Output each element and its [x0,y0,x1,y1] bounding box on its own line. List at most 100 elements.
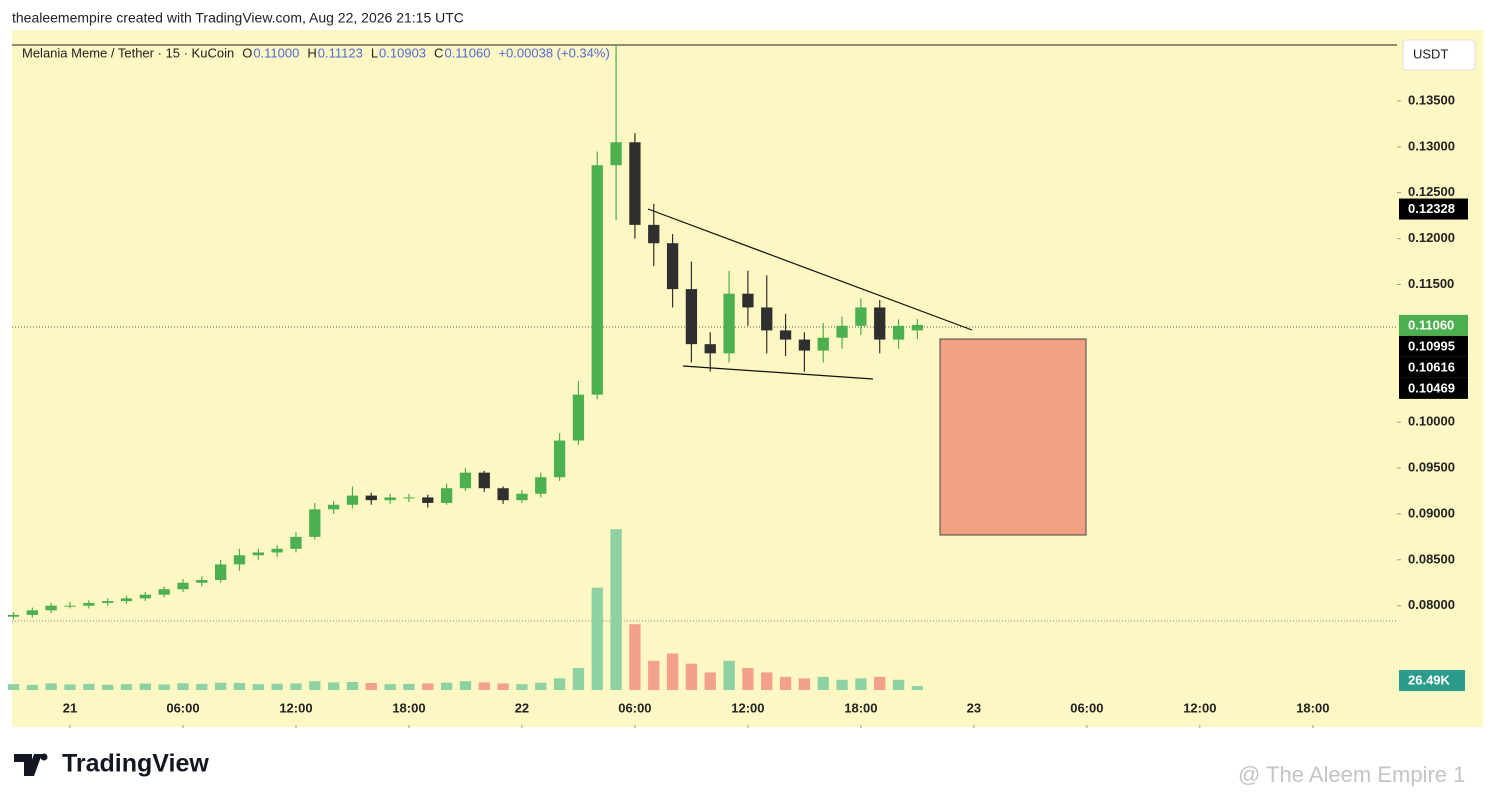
volume-bar [233,682,246,690]
volume-bar [83,683,95,690]
y-tick-label: 0.09000 [1408,505,1455,520]
volume-bar [836,679,848,690]
candle-layer [7,45,924,620]
candle-body [83,602,95,606]
ohlc-value: 0.10903 [379,45,426,60]
price-label-box [1399,377,1468,399]
candle-body [271,548,283,553]
volume-bar [64,684,76,690]
watermark: @ The Aleem Empire 1 [1238,762,1465,787]
x-tick-label: 18:00 [1296,700,1329,715]
logo-icon [14,754,42,776]
candle-body [779,330,792,340]
volume-bar [516,684,528,690]
candle-body [892,325,905,340]
volume-bar [45,683,57,690]
candle-body [836,325,848,338]
volume-bar [685,663,698,690]
x-tick-label: 18:00 [392,700,425,715]
candle-body [629,142,641,225]
x-tick-label: 06:00 [618,700,651,715]
volume-bar [120,684,133,690]
volume-layer [7,529,924,690]
volume-bar [196,683,208,690]
candle-body [874,307,886,340]
candle-body [535,477,547,494]
volume-bar [761,672,773,690]
x-tick-label: 12:00 [731,700,764,715]
y-tick-label: 0.11500 [1408,276,1454,291]
volume-bar [666,653,679,690]
volume-bar [403,683,415,690]
candle-body [252,552,264,556]
volume-bar [26,684,38,690]
price-label-box [1399,356,1468,378]
volume-bar [384,684,396,690]
candle-body [704,344,716,354]
price-label: 0.11060 [1408,317,1454,332]
volume-bar [177,683,189,690]
y-tick-label: 0.09500 [1408,459,1455,474]
volume-bar [779,676,792,690]
candle-body [327,504,340,510]
y-tick-label: 0.08500 [1408,551,1455,566]
x-tick-label: 23 [967,700,981,715]
volume-bar [478,682,490,690]
candle-body [196,580,208,583]
chart-background [12,30,1483,727]
candle-body [403,497,415,499]
candle-body [346,495,359,505]
volume-bar [911,686,924,690]
ohlc-key: L [371,45,378,60]
volume-bar [158,684,170,690]
candle-body [855,307,867,326]
price-label: 0.10616 [1408,359,1455,374]
volume-bar [610,529,622,690]
volume-bar [497,683,509,690]
candle-body [648,224,660,244]
x-tick-label: 12:00 [1183,700,1216,715]
candle-body [384,497,396,501]
volume-bar [271,683,283,690]
candle-body [290,536,302,549]
volume-bar [629,624,641,690]
candle-body [553,440,566,478]
price-label: 0.12328 [1408,201,1455,216]
candle-body [45,605,57,611]
candle-body [497,488,509,501]
volume-bar [7,684,20,690]
candle-body [309,509,321,537]
currency-button[interactable] [1402,39,1476,71]
volume-bar [742,668,754,690]
candle-body [723,293,735,354]
volume-bar [723,660,735,690]
y-tick-label: 0.13500 [1408,92,1455,107]
candle-body [102,601,114,603]
volume-bar [422,683,434,690]
volume-bar [440,682,453,690]
candle-body [798,339,811,351]
price-label: 0.10469 [1408,380,1455,395]
volume-bar [346,681,359,690]
credit: thealeemempire created with TradingView.… [12,10,464,26]
volume-bar [704,672,716,690]
candle-body [64,605,76,607]
volume-bar [572,668,585,690]
candle-body [761,307,773,331]
candle-body [440,488,453,503]
volume-bar [102,684,114,690]
y-tick-label: 0.13000 [1408,138,1455,153]
volume-bar [855,678,867,690]
price-label-box [1399,198,1468,220]
candle-body [591,165,603,395]
ohlc-value: 0.11123 [318,45,363,60]
volume-bar [817,676,829,690]
candle-body [516,493,528,501]
candle-body [120,598,133,602]
symbol: Melania Meme / Tether · 15 · KuCoin [22,45,234,60]
x-tick-label: 21 [63,700,77,715]
axis-layer: 0.08000 0.08500 0.09000 0.09500 0.10000 0.115… [63,92,1455,728]
currency[interactable]: USDT [1413,46,1448,61]
